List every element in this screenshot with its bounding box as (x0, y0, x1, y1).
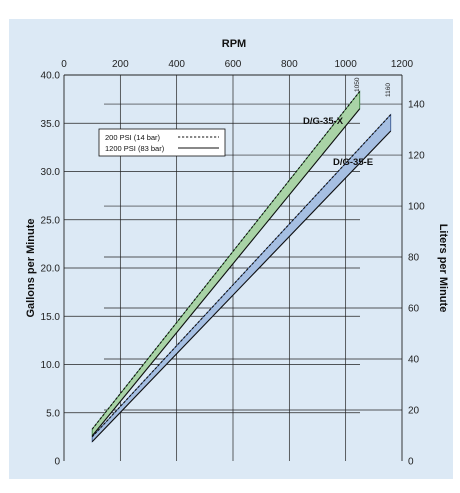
legend-label-low-pressure: 200 PSI (14 bar) (105, 133, 161, 142)
series-max-rpm-dg35x: 1050 (354, 77, 361, 92)
y-axis-right-title: Liters per Minute (437, 224, 449, 313)
line-layer (91, 91, 392, 443)
y-left-tick-label: 35.0 (41, 119, 61, 130)
series-line-low-pressure-dg35x (91, 91, 361, 430)
y-right-tick-label: 20 (408, 406, 420, 417)
y-right-tick-label: 100 (408, 202, 425, 213)
series-line-low-pressure-dg35e (91, 114, 392, 438)
x-tick-label: 800 (281, 59, 298, 70)
y-right-tick-label: 140 (408, 100, 425, 111)
series-max-rpm-dg35e: 1160 (385, 83, 392, 97)
y-left-tick-label: 30.0 (41, 167, 61, 178)
series-line-high-pressure-dg35x (91, 108, 361, 437)
y-right-tick-label: 0 (408, 457, 414, 468)
legend: 200 PSI (14 bar) 1200 PSI (83 bar) (98, 128, 226, 157)
series-label-dg35e: D/G-35-E (333, 157, 373, 168)
y-right-tick-label: 40 (408, 355, 420, 366)
x-tick-label: 200 (112, 59, 129, 70)
x-tick-label: 0 (61, 59, 67, 70)
y-left-tick-label: 20.0 (41, 264, 61, 275)
series-line-high-pressure-dg35e (91, 130, 392, 443)
legend-label-high-pressure: 1200 PSI (83 bar) (105, 144, 165, 153)
y-left-tick-label: 15.0 (41, 312, 61, 323)
x-tick-label: 1000 (335, 59, 358, 70)
y-axis-left-title: Gallons per Minute (25, 218, 37, 317)
chart-background (9, 19, 453, 479)
series-label-dg35x: D/G-35-X (303, 116, 344, 127)
x-tick-label: 400 (168, 59, 185, 70)
x-tick-label: 1200 (391, 59, 414, 70)
y-left-tick-label: 5.0 (46, 408, 60, 419)
y-right-tick-label: 60 (408, 304, 420, 315)
x-axis-title: RPM (222, 38, 246, 50)
y-left-tick-label: 40.0 (41, 71, 61, 82)
y-left-tick-label: 10.0 (41, 360, 61, 371)
y-left-tick-label: 25.0 (41, 215, 61, 226)
x-tick-label: 600 (225, 59, 242, 70)
y-right-tick-label: 120 (408, 151, 425, 162)
y-left-tick-label: 0 (54, 457, 60, 468)
y-right-tick-label: 80 (408, 253, 420, 264)
tick-layer: 0 200 400 600 800 1000 120005.010.015.020.025.… (41, 59, 426, 468)
legend-box (98, 128, 226, 157)
